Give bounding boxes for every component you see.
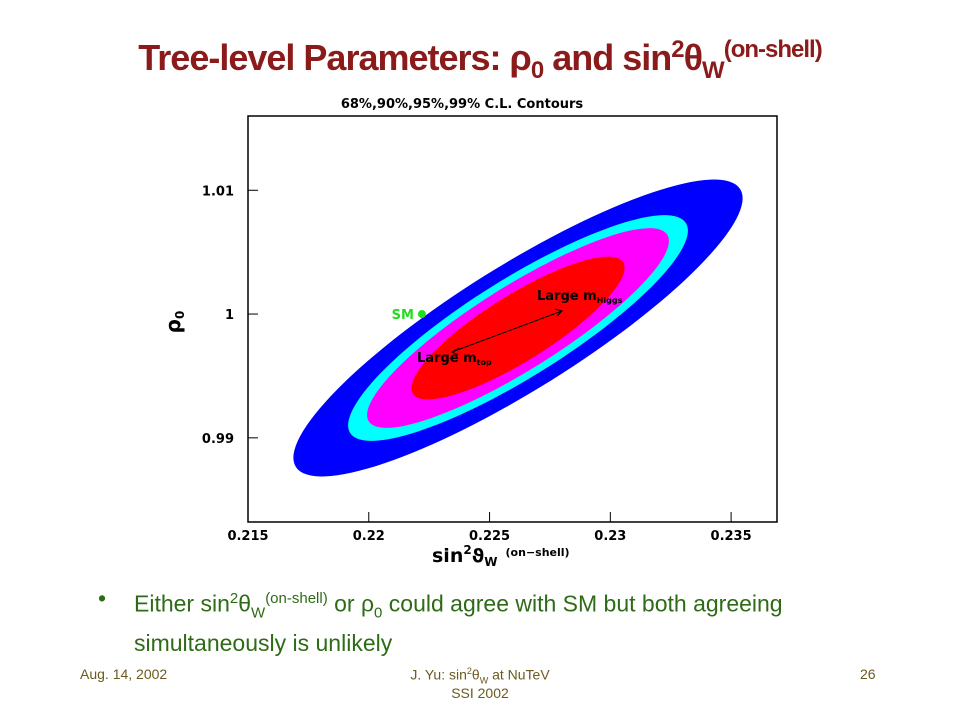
title-sub: W	[702, 57, 725, 85]
text: at NuTeV	[488, 666, 550, 683]
title-sup: (on-shell)	[723, 36, 823, 63]
sub: W	[251, 604, 266, 622]
sub: 0	[374, 604, 383, 622]
x-tick-label: 0.215	[227, 529, 268, 544]
contour-plot: 68%,90%,95%,99% C.L. Contours Large mHig…	[161, 97, 778, 569]
arrow-head	[554, 308, 563, 317]
sm-label: SM	[392, 308, 414, 323]
label-sub: 0	[173, 311, 187, 319]
contour-68	[411, 256, 625, 400]
y-tick-label: 0.99	[202, 432, 234, 447]
footer-page: 26	[860, 666, 876, 682]
text: could agree with SM but both agreeing si…	[134, 590, 783, 657]
y-tick-label: 1	[225, 308, 234, 323]
footer-line: SSI 2002	[451, 685, 509, 702]
sub: W	[479, 675, 489, 686]
label-sub: top	[477, 358, 492, 367]
x-tick-label: 0.225	[469, 529, 510, 544]
slide-title: Tree-level Parameters: ρ0 and sin2θW(on-…	[0, 36, 960, 85]
text: or	[327, 590, 361, 617]
title-theta: θ	[683, 37, 703, 78]
title-text: Tree-level Parameters:	[138, 37, 510, 78]
text: J. Yu: sin	[410, 666, 467, 683]
label-text: sin	[432, 545, 463, 567]
y-tick-label: 1.01	[202, 184, 234, 199]
title-rho: ρ	[509, 37, 532, 78]
x-tick-label: 0.22	[353, 529, 385, 544]
footer-date: Aug. 14, 2002	[80, 666, 168, 682]
theta: θ	[471, 666, 480, 683]
top-label: Large mtop	[417, 351, 492, 367]
bullet-item: • Either sin2θW(on-shell) or ρ0 could agr…	[98, 583, 898, 659]
sup: 2	[229, 590, 239, 607]
label-sub: W	[484, 555, 497, 569]
arrow	[451, 310, 563, 353]
contours	[293, 179, 743, 477]
x-tick-label: 0.23	[594, 529, 626, 544]
plot-frame	[247, 115, 778, 523]
arrow-head	[450, 347, 460, 356]
plot-title: 68%,90%,95%,99% C.L. Contours	[341, 97, 584, 112]
footer-center: J. Yu: sin2θW at NuTeV SSI 2002	[330, 666, 630, 701]
sup: 2	[466, 666, 472, 676]
footer-line: J. Yu: sin2θW at NuTeV	[330, 666, 630, 685]
x-axis-label: sin2ϑW (on−shell)	[432, 543, 570, 569]
bullet-text: Either sin2θW(on-shell) or ρ0 could agre…	[134, 583, 898, 659]
x-tick-label: 0.235	[711, 529, 752, 544]
text: Either sin	[134, 590, 230, 617]
sm-point	[417, 310, 426, 319]
rho: ρ	[360, 590, 375, 617]
label-theta: ϑ	[472, 545, 485, 567]
bullet-dot: •	[98, 585, 107, 611]
title-sub: 0	[530, 57, 544, 85]
label-sup: 2	[463, 543, 471, 557]
sup: (on-shell)	[265, 590, 328, 607]
label-note: (on−shell)	[506, 546, 570, 559]
label-text: Large m	[417, 351, 477, 366]
label-text: Large m	[537, 289, 597, 304]
title-text: and sin	[543, 37, 672, 78]
title-sup: 2	[671, 36, 684, 63]
y-axis-label: ρ0	[161, 311, 187, 334]
theta: θ	[238, 590, 252, 617]
higgs-label: Large mHiggs	[537, 289, 623, 305]
label-text: ρ	[161, 319, 185, 333]
label-sub: Higgs	[597, 296, 623, 305]
